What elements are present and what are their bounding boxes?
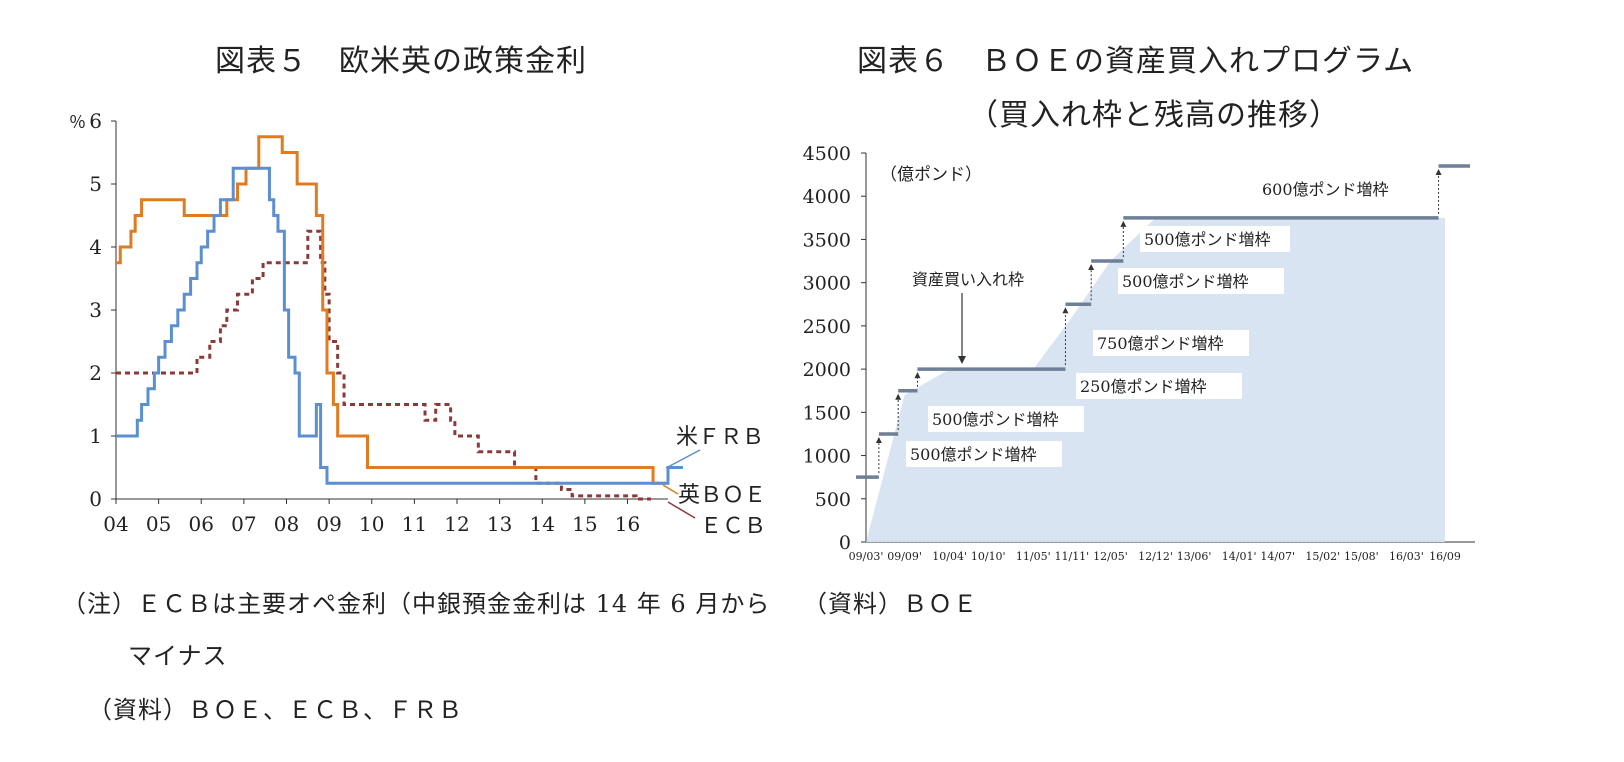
right-annotation-label: 500億ポンド増枠: [1144, 230, 1271, 249]
left-legend-pointer: [667, 501, 696, 519]
right-annotation-label: 250億ポンド増枠: [1080, 377, 1207, 396]
right-step-arrowhead: [895, 393, 902, 400]
right-annotation-label: 500億ポンド増枠: [910, 445, 1037, 464]
right-x-tick-label: 09/09': [887, 550, 922, 563]
right-y-tick-label: 4000: [803, 186, 851, 208]
left-legend-label: 英ＢＯＥ: [678, 483, 766, 508]
left-y-tick-label: 2: [89, 361, 102, 385]
right-annotation-box: [1140, 226, 1290, 252]
right-x-tick-label: 10/04': [932, 550, 967, 563]
right-x-tick-label: 16/03': [1389, 550, 1424, 563]
left-x-tick-label: 12: [444, 512, 469, 536]
right-annotation-box: [906, 441, 1062, 467]
right-step-arrowhead: [1120, 220, 1127, 227]
right-limit-label: 資産買い入れ枠: [912, 270, 1024, 289]
right-y-tick-label: 2500: [803, 316, 851, 338]
right-step-arrowhead: [914, 372, 921, 379]
left-y-tick-label: 0: [89, 487, 102, 511]
left-x-tick-label: 16: [615, 512, 640, 536]
left-y-tick-label: 5: [89, 172, 102, 196]
left-x-tick-label: 09: [316, 512, 341, 536]
left-x-tick-label: 04: [103, 512, 128, 536]
right-annotation-box: [1093, 330, 1249, 356]
right-x-tick-label: 11/05': [1016, 550, 1051, 563]
right-step-arrowhead: [1435, 168, 1442, 175]
right-limit-label-arrowhead: [958, 356, 966, 364]
right-x-tick-label: 12/05': [1093, 550, 1128, 563]
left-y-tick-label: 6: [89, 109, 102, 133]
right-chart-title: 図表６ ＢＯＥの資産買入れプログラム: [857, 44, 1415, 79]
right-y-tick-label: 500: [815, 489, 851, 511]
right-annotation-box: [928, 406, 1084, 432]
right-annotation-box: [1258, 176, 1418, 202]
right-annotation-box: [1076, 373, 1242, 399]
left-x-tick-label: 05: [146, 512, 171, 536]
right-x-tick-label: 13/06': [1177, 550, 1212, 563]
right-chart-subtitle: （買入れ枠と残高の推移）: [968, 98, 1340, 133]
right-source: （資料）ＢＯＥ: [803, 590, 978, 618]
right-y-tick-label: 1500: [803, 402, 851, 424]
left-source: （資料）ＢＯＥ、ＥＣＢ、ＦＲＢ: [88, 696, 463, 724]
left-x-tick-label: 10: [359, 512, 384, 536]
right-y-tick-label: 3000: [803, 273, 851, 295]
right-step-arrowhead: [1088, 264, 1095, 271]
right-step-arrowhead: [1062, 307, 1069, 314]
left-note-line2: マイナス: [128, 642, 228, 670]
right-annotation-label: 500億ポンド増枠: [932, 410, 1059, 429]
left-legend-pointer: [662, 484, 679, 495]
right-annotation-label: 750億ポンド増枠: [1097, 334, 1224, 353]
right-step-arrowhead: [875, 436, 882, 443]
right-x-tick-label: 11/11': [1054, 550, 1089, 563]
left-x-tick-label: 07: [231, 512, 256, 536]
left-chart-title: 図表５ 欧米英の政策金利: [215, 44, 587, 79]
right-y-unit: （億ポンド）: [880, 165, 982, 185]
right-x-tick-label: 16/09: [1429, 550, 1461, 563]
left-legend-label: 米ＦＲＢ: [676, 425, 764, 450]
left-series-line: [116, 229, 651, 501]
left-series-line: [116, 135, 668, 485]
left-y-tick-label: 3: [89, 298, 102, 322]
left-x-tick-label: 11: [402, 512, 427, 536]
right-y-tick-label: 1000: [803, 446, 851, 468]
left-note-line1: （注）ＥＣＢは主要オペ金利（中銀預金金利は 14 年 6 月から: [62, 590, 771, 618]
right-x-tick-label: 15/02': [1305, 550, 1340, 563]
right-y-tick-label: 0: [839, 532, 851, 554]
right-annotation-label: 500億ポンド増枠: [1122, 272, 1249, 291]
right-x-tick-label: 15/08': [1344, 550, 1379, 563]
left-x-tick-label: 14: [530, 512, 555, 536]
right-x-tick-label: 14/07': [1260, 550, 1295, 563]
right-limit-line: [856, 164, 1470, 479]
left-series-line: [116, 166, 683, 485]
right-x-tick-label: 14/01': [1222, 550, 1257, 563]
right-annotation-box: [1118, 268, 1284, 294]
left-x-tick-label: 06: [189, 512, 214, 536]
left-y-unit: ％: [69, 113, 86, 133]
left-y-tick-label: 4: [89, 235, 102, 259]
left-x-tick-label: 13: [487, 512, 512, 536]
left-x-tick-label: 08: [274, 512, 299, 536]
left-legend-label: ＥＣＢ: [700, 514, 766, 539]
left-x-tick-label: 15: [572, 512, 597, 536]
right-x-tick-label: 10/10': [971, 550, 1006, 563]
right-y-tick-label: 2000: [803, 359, 851, 381]
left-y-tick-label: 1: [89, 424, 102, 448]
right-y-tick-label: 3500: [803, 229, 851, 251]
right-x-tick-label: 09/03': [849, 550, 884, 563]
right-x-tick-label: 12/12': [1138, 550, 1173, 563]
right-annotation-label: 600億ポンド増枠: [1262, 180, 1389, 199]
left-legend-pointer: [665, 449, 701, 469]
right-y-tick-label: 4500: [803, 143, 851, 165]
